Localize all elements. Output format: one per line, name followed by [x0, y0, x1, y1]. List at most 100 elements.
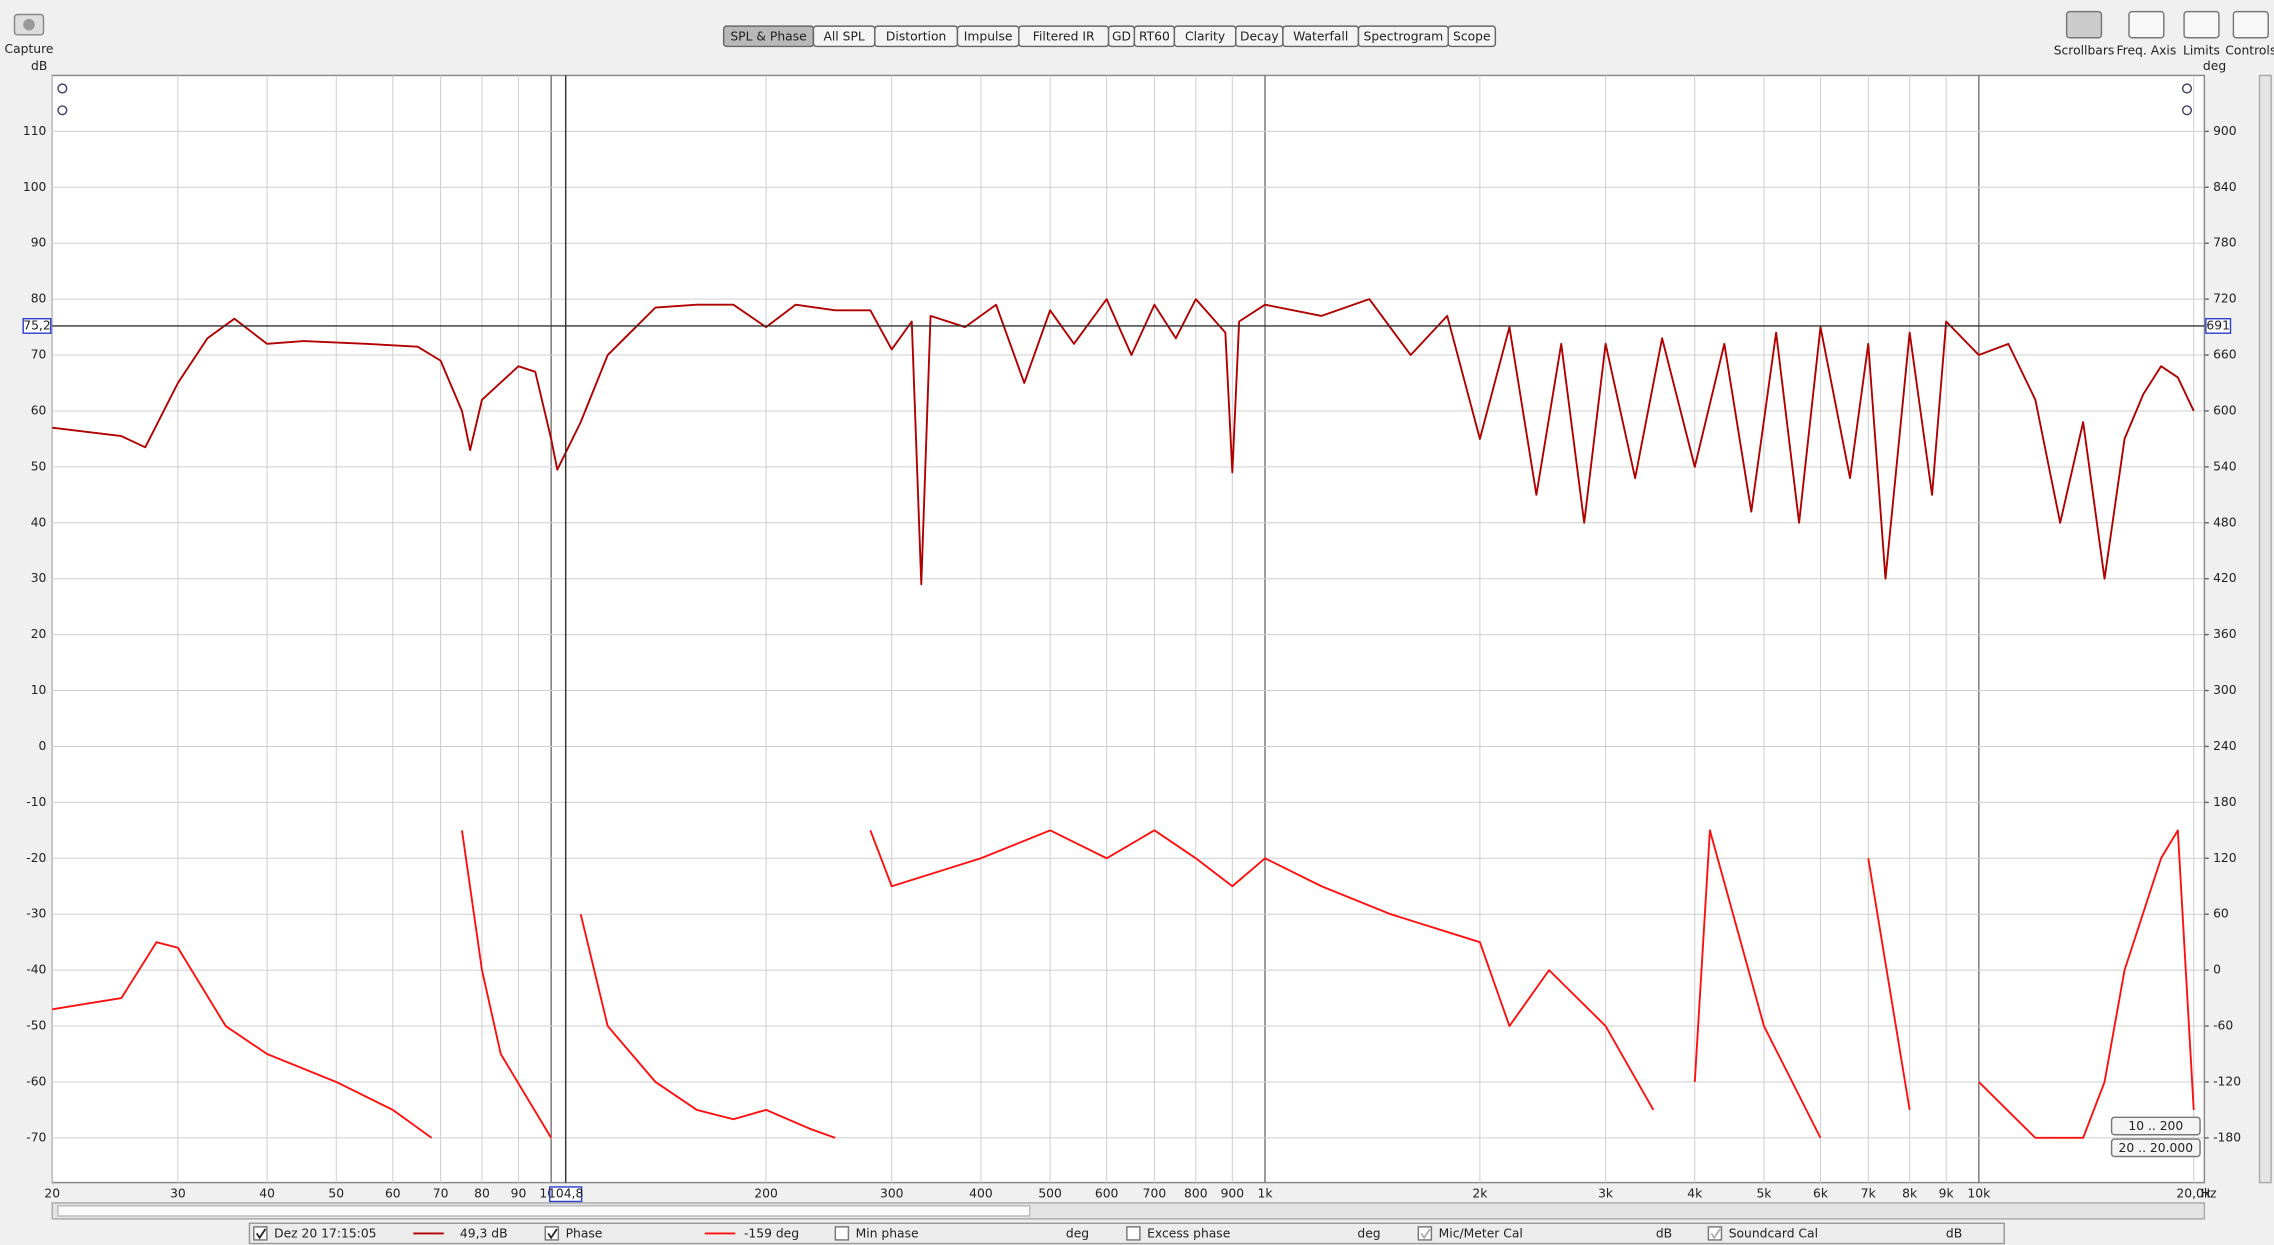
y-tick-label: 30	[31, 571, 47, 585]
legend-label: Excess phase	[1147, 1227, 1230, 1241]
legend-check	[255, 1228, 267, 1240]
x-tick-label: 40	[259, 1187, 275, 1201]
x-tick-label: 400	[969, 1187, 993, 1201]
y-tick-label: 20	[31, 627, 47, 641]
toolbar-button-label[interactable]: Controls	[2225, 43, 2274, 57]
legend-label: Mic/Meter Cal	[1439, 1227, 1523, 1241]
toolbar-icon[interactable]	[2232, 10, 2269, 39]
zoom-out-icon[interactable]	[2181, 105, 2193, 116]
legend-checkbox[interactable]	[253, 1226, 268, 1241]
tab-label[interactable]: All SPL	[823, 29, 864, 43]
cursor-x-label: 104,8	[548, 1187, 583, 1201]
y2-tick-label: -120	[2213, 1074, 2241, 1088]
tab-label[interactable]: Clarity	[1185, 29, 1225, 43]
tab-label[interactable]: GD	[1112, 29, 1131, 43]
capture-label: Capture	[4, 42, 53, 56]
capture-button[interactable]: Capture	[4, 13, 54, 56]
y-tick-label: 40	[31, 515, 47, 529]
y-tick-label: 90	[31, 236, 47, 250]
tab-label[interactable]: Distortion	[886, 29, 946, 43]
tab-label[interactable]: SPL & Phase	[730, 29, 806, 43]
legend-label: Soundcard Cal	[1729, 1227, 1818, 1241]
legend-checkbox[interactable]	[1707, 1226, 1723, 1241]
tab-label[interactable]: Scope	[1453, 29, 1491, 43]
v-scrollbar[interactable]	[2258, 74, 2272, 1184]
grid	[51, 75, 2205, 1183]
x-tick-label: 30	[170, 1187, 186, 1201]
y2-tick-label: 840	[2213, 180, 2237, 194]
zoom-icons[interactable]	[57, 83, 2193, 116]
tab-label[interactable]: Waterfall	[1293, 29, 1348, 43]
x-tick-label: 900	[1221, 1187, 1245, 1201]
y-tick-label: 60	[31, 403, 47, 417]
y2-tick-label: 120	[2213, 851, 2237, 865]
cursor-y-label: 75,2	[23, 318, 50, 332]
legend-check	[1420, 1228, 1431, 1240]
legend-readout: deg	[1357, 1227, 1380, 1241]
h-scrollbar-thumb[interactable]	[57, 1205, 1031, 1217]
legend-readout: dB	[1656, 1227, 1672, 1241]
x-tick-label: 2k	[1472, 1187, 1488, 1201]
legend-check	[547, 1228, 558, 1240]
y2-tick-label: 180	[2213, 795, 2237, 809]
zoom-out-icon[interactable]	[57, 105, 68, 116]
tab-label[interactable]: Spectrogram	[1364, 29, 1444, 43]
y2-tick-label: 60	[2213, 907, 2229, 921]
y2-tick-label: -60	[2213, 1019, 2233, 1033]
x-tick-label: 300	[880, 1187, 904, 1201]
tab-label[interactable]: Decay	[1240, 29, 1279, 43]
plot-area	[51, 74, 2206, 1184]
y2-tick-label: 780	[2213, 236, 2237, 250]
zoom-in-icon[interactable]	[2181, 83, 2193, 94]
y2-tick-label: 300	[2213, 683, 2237, 697]
toolbar-button-label[interactable]: Limits	[2183, 43, 2220, 57]
legend-checkbox[interactable]	[544, 1226, 560, 1241]
y-tick-label: -30	[26, 907, 46, 921]
y2-tick-label: -180	[2213, 1130, 2241, 1144]
capture-lens	[23, 18, 35, 31]
x-tick-label: 10k	[1967, 1187, 1991, 1201]
legend-check	[1710, 1228, 1721, 1240]
toolbar-icon[interactable]	[2065, 10, 2103, 39]
x-tick-label: 700	[1143, 1187, 1167, 1201]
legend-readout: -159 deg	[744, 1227, 799, 1241]
y2-tick-label: 240	[2213, 739, 2237, 753]
legend-label: Dez 20 17:15:05	[274, 1227, 376, 1241]
range-button-label[interactable]: 20 .. 20.000	[2119, 1141, 2194, 1155]
y-tick-label: -70	[26, 1130, 46, 1144]
legend-checkbox[interactable]	[1126, 1226, 1141, 1241]
y-tick-label: 80	[31, 292, 47, 306]
y-tick-label: -20	[26, 851, 46, 865]
legend-readout: 49,3 dB	[460, 1227, 508, 1241]
toolbar-button-label[interactable]: Scrollbars	[2054, 43, 2115, 57]
tab-button[interactable]	[1447, 25, 1497, 48]
toolbar-button-label[interactable]: Freq. Axis	[2116, 43, 2176, 57]
x-tick-label: 1k	[1258, 1187, 1274, 1201]
tab-label[interactable]: Filtered IR	[1033, 29, 1095, 43]
range-button[interactable]	[2110, 1138, 2201, 1158]
cursor-label-box	[549, 1186, 583, 1203]
y-tick-label: 50	[31, 459, 47, 473]
cursor-label-box	[2205, 317, 2232, 334]
tab-label[interactable]: RT60	[1139, 29, 1170, 43]
legend-checkbox[interactable]	[1417, 1226, 1433, 1241]
legend-label: Phase	[566, 1227, 603, 1241]
legend-checkbox[interactable]	[834, 1226, 850, 1241]
range-button-label[interactable]: 10 .. 200	[2128, 1119, 2183, 1133]
toolbar-icon[interactable]	[2183, 10, 2220, 39]
x-tick-label: 70	[433, 1187, 449, 1201]
range-button[interactable]	[2110, 1116, 2201, 1136]
y2-tick-label: 480	[2213, 515, 2237, 529]
y2-tick-label: 600	[2213, 403, 2237, 417]
cursor-y2-label: 691	[2206, 318, 2230, 332]
series-line	[52, 298, 2195, 586]
toolbar-icon[interactable]	[2128, 10, 2165, 39]
zoom-in-icon[interactable]	[57, 83, 68, 94]
y-tick-label: 110	[23, 124, 47, 138]
y-tick-label: -40	[26, 963, 46, 977]
x-tick-label: 5k	[1756, 1187, 1772, 1201]
y-tick-label: -10	[26, 795, 46, 809]
tab-label[interactable]: Impulse	[964, 29, 1013, 43]
x-tick-label: 200	[754, 1187, 778, 1201]
